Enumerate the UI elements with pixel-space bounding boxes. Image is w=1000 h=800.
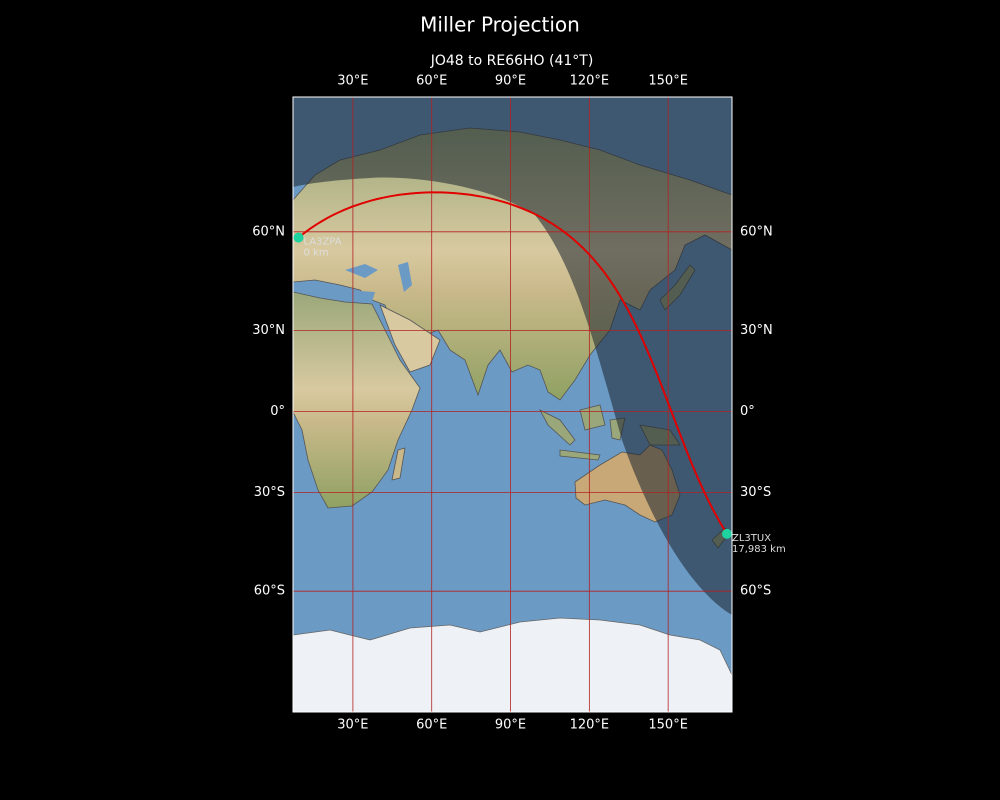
great-circle-path <box>297 191 728 535</box>
y-tick-label: 60°N <box>740 224 773 239</box>
station-marker <box>293 232 304 243</box>
x-tick-label: 120°E <box>570 718 610 733</box>
subtitle: JO48 to RE66HO (41°T) <box>430 53 594 69</box>
map-area <box>293 97 732 712</box>
grid <box>293 97 732 712</box>
madagascar <box>391 447 406 481</box>
station-name: ZL3TUX <box>732 533 771 544</box>
y-tick-label: 60°S <box>740 584 771 599</box>
night-shading <box>293 97 732 615</box>
y-tick-label: 30°N <box>740 323 773 338</box>
station-distance: 0 km <box>304 248 329 259</box>
x-tick-label: 90°E <box>495 718 526 733</box>
station-distance: 17,983 km <box>732 544 786 555</box>
title: Miller Projection <box>420 13 580 37</box>
caspian-sea <box>398 262 412 292</box>
x-tick-label: 90°E <box>495 74 526 89</box>
x-tick-label: 30°E <box>337 74 368 89</box>
map-frame <box>292 96 733 713</box>
x-tick-label: 30°E <box>337 718 368 733</box>
x-tick-label: 150°E <box>648 718 688 733</box>
mediterranean <box>293 282 375 302</box>
route <box>293 191 732 539</box>
labels: 30°E 30°E 60°E 60°E 90°E 90°E 120°E 120°E 150°E 1… <box>252 74 785 733</box>
y-tick-label: 0° <box>270 404 285 419</box>
y-tick-label: 60°S <box>254 584 285 599</box>
x-tick-label: 60°E <box>416 74 447 89</box>
y-tick-label: 30°S <box>740 485 771 500</box>
x-tick-label: 120°E <box>570 74 610 89</box>
arabia <box>379 304 441 373</box>
antarctica <box>293 617 732 712</box>
station-marker <box>722 528 732 539</box>
station-name: LA3ZPA <box>304 237 342 248</box>
y-tick-label: 30°S <box>254 485 285 500</box>
y-tick-label: 30°N <box>252 323 285 338</box>
x-tick-label: 60°E <box>416 718 447 733</box>
africa <box>293 291 421 509</box>
black-sea <box>345 264 378 278</box>
y-tick-label: 60°N <box>252 224 285 239</box>
y-tick-label: 0° <box>740 404 755 419</box>
x-tick-label: 150°E <box>648 74 688 89</box>
